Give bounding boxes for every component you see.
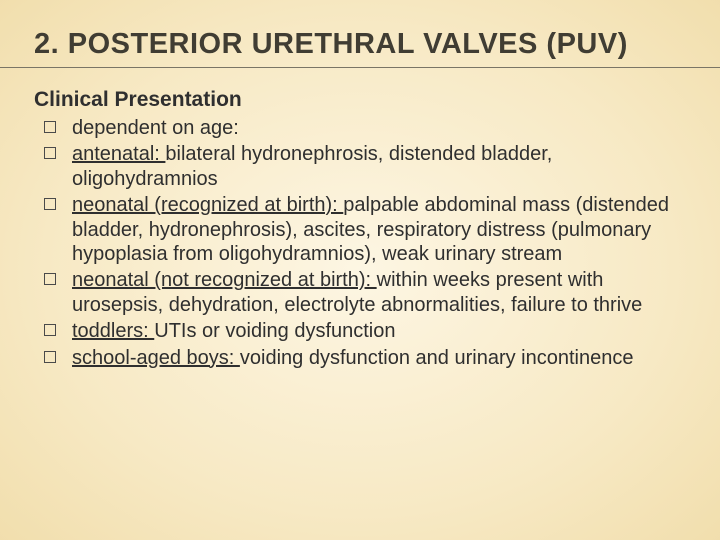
bullet-text: UTIs or voiding dysfunction	[154, 320, 395, 342]
subheading: Clinical Presentation	[34, 88, 686, 112]
list-item: school-aged boys: voiding dysfunction an…	[42, 346, 686, 370]
bullet-list: dependent on age: antenatal: bilateral h…	[34, 116, 686, 370]
list-item: toddlers: UTIs or voiding dysfunction	[42, 319, 686, 343]
bullet-lead: school-aged boys:	[72, 347, 240, 369]
slide: 2. POSTERIOR URETHRAL VALVES (PUV) Clini…	[0, 0, 720, 540]
list-item: dependent on age:	[42, 116, 686, 140]
list-item: neonatal (recognized at birth): palpable…	[42, 193, 686, 266]
list-item: antenatal: bilateral hydronephrosis, dis…	[42, 142, 686, 191]
bullet-text: voiding dysfunction and urinary incontin…	[240, 347, 634, 369]
bullet-lead: neonatal (not recognized at birth):	[72, 269, 377, 291]
bullet-lead: antenatal:	[72, 143, 165, 165]
title-number: 2.	[34, 28, 59, 60]
bullet-lead: neonatal (recognized at birth):	[72, 194, 343, 216]
title-underline	[0, 67, 720, 68]
slide-title: 2. POSTERIOR URETHRAL VALVES (PUV)	[34, 28, 686, 61]
title-text: POSTERIOR URETHRAL VALVES (PUV)	[68, 28, 628, 60]
bullet-lead: toddlers:	[72, 320, 154, 342]
list-item: neonatal (not recognized at birth): with…	[42, 268, 686, 317]
bullet-text: dependent on age:	[72, 117, 239, 139]
